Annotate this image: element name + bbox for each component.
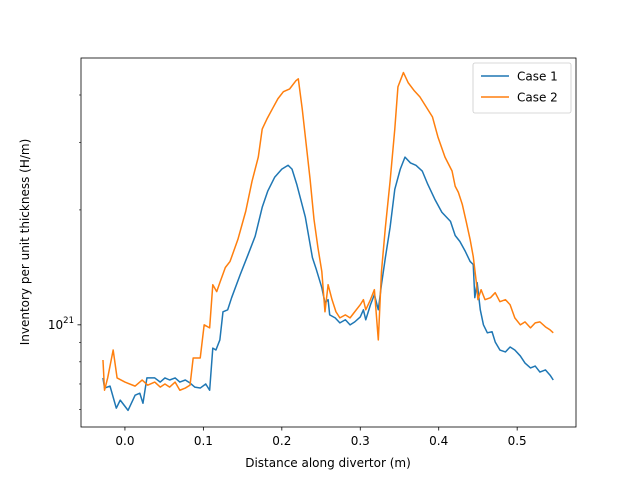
legend-label: Case 2 (517, 91, 558, 105)
x-tick-label: 0.0 (115, 434, 134, 448)
x-tick-label: 0.4 (429, 434, 448, 448)
x-axis-label: Distance along divertor (m) (245, 456, 411, 470)
data-line (102, 71, 554, 391)
x-tick-label: 0.1 (194, 434, 213, 448)
x-tick-label: 0.3 (351, 434, 370, 448)
x-tick-label: 0.2 (272, 434, 291, 448)
plot-frame (80, 57, 577, 428)
x-tick-label: 0.5 (508, 434, 527, 448)
y-tick-label: 1021 (48, 316, 74, 332)
y-axis-label: Inventory per unit thickness (H/m) (18, 139, 32, 346)
legend-label: Case 1 (517, 70, 558, 84)
data-line (102, 156, 554, 412)
